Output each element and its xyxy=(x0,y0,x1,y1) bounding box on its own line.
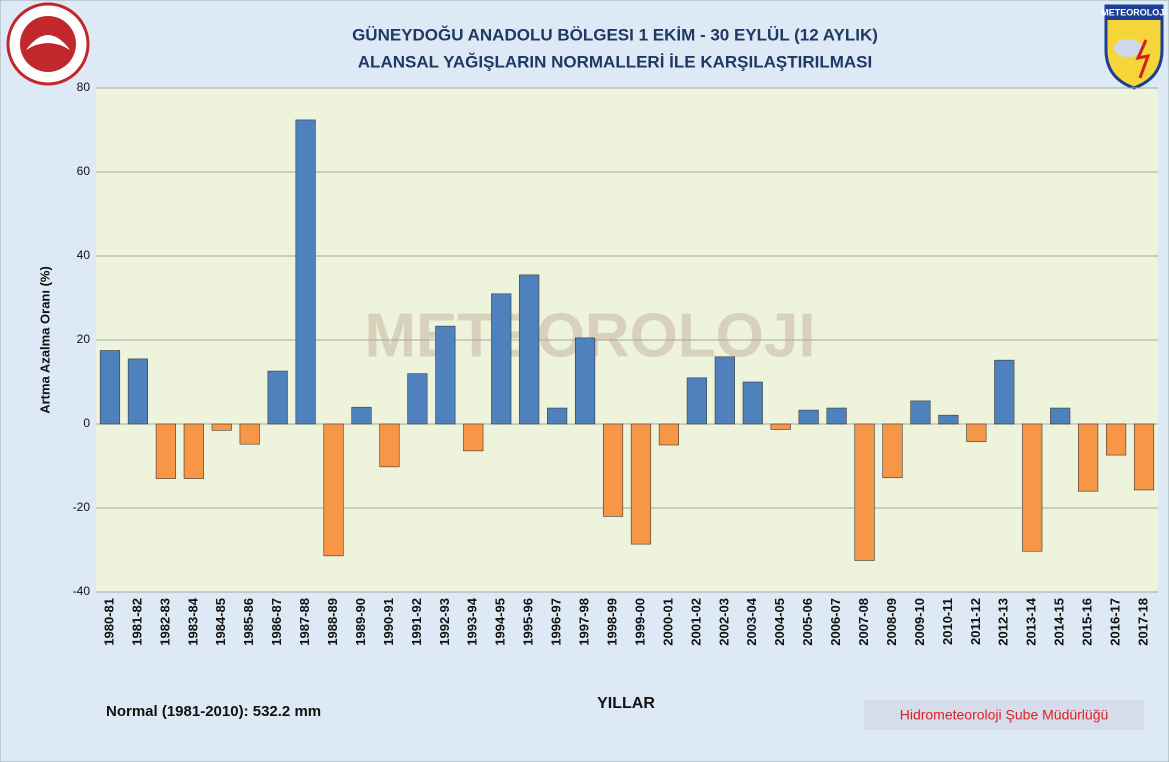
x-tick-label: 2015-16 xyxy=(1080,598,1095,646)
bar xyxy=(686,377,707,425)
x-tick-label: 2016-17 xyxy=(1108,598,1123,646)
x-tick-label: 1995-96 xyxy=(521,598,536,646)
bar xyxy=(1133,423,1155,491)
bar xyxy=(323,423,344,557)
bar xyxy=(1078,423,1099,492)
bar xyxy=(491,293,512,425)
x-tick-label: 1990-91 xyxy=(381,598,396,646)
bar xyxy=(882,423,903,479)
x-tick-label: 1985-86 xyxy=(241,598,256,646)
x-tick-label: 2014-15 xyxy=(1052,598,1067,646)
x-tick-label: 2000-01 xyxy=(660,598,675,646)
x-tick-label: 2007-08 xyxy=(856,598,871,646)
x-tick-label: 2012-13 xyxy=(996,598,1011,646)
bar xyxy=(379,423,400,468)
x-tick-label: 2004-05 xyxy=(772,598,787,646)
x-tick-label: 2011-12 xyxy=(968,598,983,645)
bar xyxy=(574,337,596,425)
x-tick-label: 2009-10 xyxy=(912,598,927,646)
bar xyxy=(547,407,568,425)
x-tick-label: 2013-14 xyxy=(1024,597,1039,645)
bar xyxy=(938,414,959,425)
x-tick-label: 1980-81 xyxy=(101,598,116,646)
bar xyxy=(910,400,931,425)
y-tick-label: 0 xyxy=(83,416,90,430)
bar xyxy=(994,359,1015,425)
x-tick-label: 1986-87 xyxy=(269,598,284,646)
x-tick-label: 1999-00 xyxy=(632,598,647,646)
x-axis-label: YILLAR xyxy=(597,695,655,712)
x-tick-label: 1997-98 xyxy=(577,598,592,646)
footer-box xyxy=(864,700,1144,730)
bar xyxy=(295,119,316,425)
x-tick-label: 1983-84 xyxy=(185,597,200,645)
y-tick-label: 40 xyxy=(77,248,91,262)
x-tick-label: 2005-06 xyxy=(800,598,815,646)
bar xyxy=(1022,423,1043,552)
x-tick-label: 2017-18 xyxy=(1135,598,1150,646)
x-tick-label: 1984-85 xyxy=(213,598,228,646)
bar xyxy=(966,423,987,442)
bar xyxy=(155,423,176,479)
bar xyxy=(183,423,204,479)
bar xyxy=(854,423,875,561)
logo-text: METEOROLOJI xyxy=(1101,7,1167,17)
bar xyxy=(770,423,791,430)
x-tick-label: 2001-02 xyxy=(688,598,703,646)
x-tick-label: 1996-97 xyxy=(549,598,564,646)
bar xyxy=(99,350,121,425)
bar xyxy=(519,274,540,425)
y-tick-label: 60 xyxy=(77,164,91,178)
bar xyxy=(407,373,428,425)
x-tick-label: 1991-92 xyxy=(409,598,424,646)
right-logo: METEOROLOJI xyxy=(1101,4,1167,90)
bar xyxy=(742,381,763,425)
bar xyxy=(826,407,847,425)
y-axis-label: Artma Azalma Oranı (%) xyxy=(37,266,52,414)
footer: Hidrometeoroloji Şube Müdürlüğü xyxy=(900,707,1109,723)
x-tick-label: 1982-83 xyxy=(157,598,172,646)
bar xyxy=(211,423,232,431)
x-tick-label: 1998-99 xyxy=(604,598,619,646)
x-tick-label: 1993-94 xyxy=(465,597,480,645)
bar xyxy=(798,409,819,425)
x-tick-label: 2003-04 xyxy=(744,597,759,645)
x-tick-label: 2010-11 xyxy=(940,598,955,645)
chart-title: GÜNEYDOĞU ANADOLU BÖLGESI 1 EKİM - 30 EY… xyxy=(352,25,878,44)
bar xyxy=(463,423,484,452)
bar xyxy=(630,423,652,545)
y-tick-label: 80 xyxy=(77,80,91,94)
x-tick-label: 2006-07 xyxy=(828,598,843,646)
bar xyxy=(267,370,288,425)
y-tick-label: 20 xyxy=(77,332,91,346)
note: Normal (1981-2010): 532.2 mm xyxy=(106,703,321,720)
x-tick-label: 1989-90 xyxy=(353,598,368,646)
bar xyxy=(239,423,260,445)
bar xyxy=(1105,423,1127,456)
y-tick-label: -20 xyxy=(73,500,91,514)
bar xyxy=(658,423,680,446)
x-tick-label: 2002-03 xyxy=(716,598,731,646)
bar xyxy=(714,356,735,425)
bar xyxy=(351,406,372,425)
x-tick-label: 1994-95 xyxy=(493,598,508,646)
chart-subtitle: ALANSAL YAĞIŞLARIN NORMALLERİ İLE KARŞIL… xyxy=(358,52,872,71)
bar xyxy=(127,358,149,425)
left-logo xyxy=(6,2,90,86)
x-tick-label: 1981-82 xyxy=(129,598,144,646)
x-tick-label: 2008-09 xyxy=(884,598,899,646)
bar xyxy=(602,423,624,517)
y-tick-label: -40 xyxy=(73,584,91,598)
x-tick-label: 1987-88 xyxy=(297,598,312,646)
bar xyxy=(435,325,456,425)
x-tick-label: 1992-93 xyxy=(437,598,452,646)
x-tick-label: 1988-89 xyxy=(325,598,340,646)
bar xyxy=(1050,407,1071,425)
